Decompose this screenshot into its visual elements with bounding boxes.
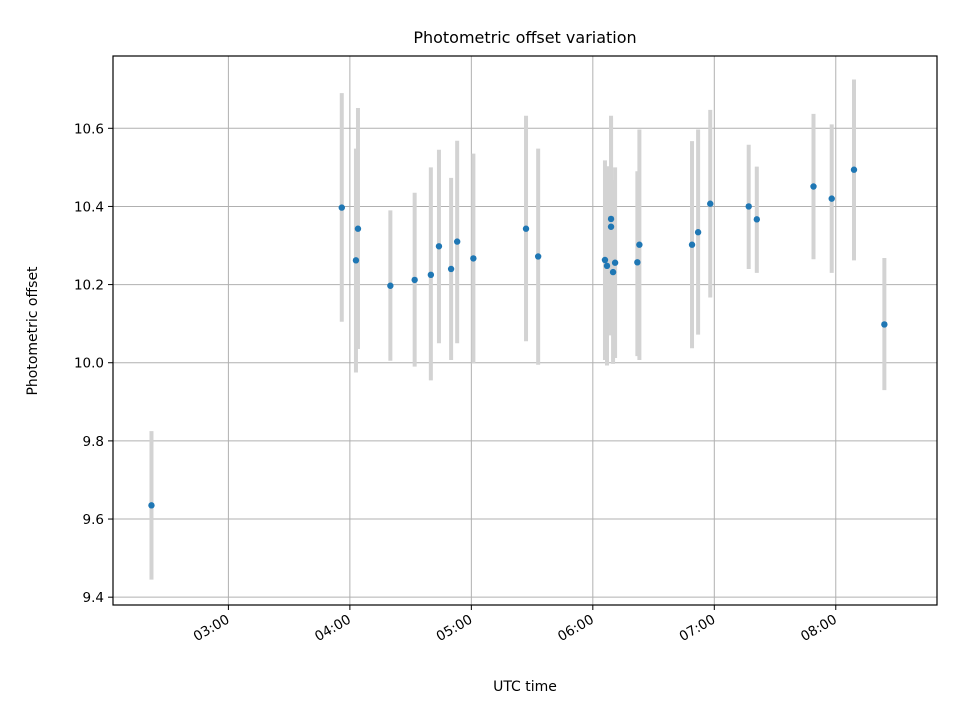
data-point bbox=[522, 225, 530, 232]
data-point bbox=[850, 166, 858, 173]
data-point bbox=[694, 229, 702, 236]
data-point bbox=[427, 271, 435, 279]
data-point bbox=[411, 276, 418, 284]
chart-title: Photometric offset variation bbox=[413, 28, 636, 47]
x-tick-label: 03:00 bbox=[191, 612, 233, 645]
y-tick-label: 9.4 bbox=[83, 590, 104, 606]
data-point bbox=[810, 183, 817, 190]
x-tick-label: 08:00 bbox=[798, 612, 840, 645]
data-point bbox=[609, 268, 617, 276]
x-axis-label: UTC time bbox=[493, 679, 557, 695]
x-tick-label: 07:00 bbox=[677, 612, 719, 645]
data-point bbox=[354, 225, 362, 232]
error-bars bbox=[149, 79, 887, 580]
data-point bbox=[753, 216, 761, 223]
x-tick-label: 04:00 bbox=[312, 612, 354, 645]
y-tick-label: 10.2 bbox=[74, 278, 104, 294]
data-point bbox=[435, 243, 443, 250]
data-point bbox=[611, 259, 619, 266]
y-tick-label: 10.4 bbox=[74, 199, 104, 215]
y-tick-label: 9.6 bbox=[83, 512, 104, 528]
x-tick-label: 05:00 bbox=[434, 612, 476, 645]
data-point bbox=[352, 257, 360, 264]
data-point bbox=[601, 256, 609, 264]
y-tick-label: 10.0 bbox=[74, 356, 104, 372]
data-points bbox=[148, 166, 888, 509]
data-point bbox=[881, 321, 888, 328]
data-point bbox=[338, 204, 345, 211]
data-point bbox=[707, 200, 714, 207]
x-axis-ticks: 03:00 04:00 05:00 06:00 07:00 08:00 bbox=[191, 605, 840, 645]
data-point bbox=[688, 241, 696, 248]
data-point bbox=[447, 265, 455, 273]
x-tick-label: 06:00 bbox=[555, 612, 597, 645]
data-point bbox=[828, 195, 835, 202]
plot-frame bbox=[112, 55, 938, 606]
data-point bbox=[603, 262, 611, 270]
data-point bbox=[534, 253, 542, 260]
data-point bbox=[745, 203, 752, 210]
y-axis-ticks: 9.4 9.6 9.8 10.0 10.2 10.4 10.6 bbox=[74, 121, 113, 606]
data-point bbox=[607, 215, 615, 223]
data-point bbox=[607, 223, 615, 230]
y-tick-label: 10.6 bbox=[74, 121, 104, 137]
data-point bbox=[387, 282, 394, 289]
data-point bbox=[636, 241, 643, 248]
y-axis-label: Photometric offset bbox=[25, 266, 41, 396]
data-point bbox=[453, 238, 461, 245]
data-point bbox=[470, 255, 477, 262]
data-point bbox=[634, 259, 641, 266]
y-tick-label: 9.8 bbox=[83, 434, 104, 450]
data-point bbox=[148, 502, 155, 509]
